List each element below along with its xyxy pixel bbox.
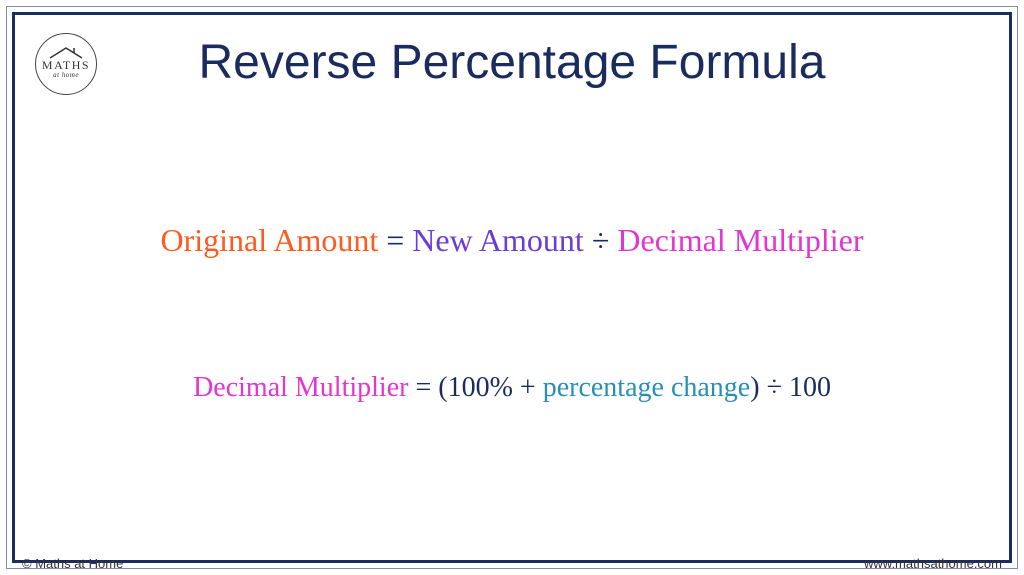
term-100: 100 <box>789 372 831 403</box>
footer-copyright: © Maths at Home <box>22 556 123 571</box>
term-100pct: 100% <box>448 372 513 403</box>
term-original-amount: Original Amount <box>160 222 378 258</box>
logo-subtext: at home <box>53 71 79 79</box>
page-title: Reverse Percentage Formula <box>15 15 1009 90</box>
open-paren: ( <box>438 372 447 403</box>
logo-badge: MATHS at home <box>35 33 97 95</box>
divide-sign: ÷ <box>584 222 618 258</box>
equals-sign-2: = <box>408 372 438 403</box>
term-new-amount: New Amount <box>412 222 584 258</box>
close-paren: ) <box>750 372 759 403</box>
term-percentage-change: percentage change <box>543 372 751 403</box>
footer-url: www.mathsathome.com <box>864 556 1002 571</box>
term-decimal-multiplier: Decimal Multiplier <box>617 222 863 258</box>
formula-decimal-multiplier: Decimal Multiplier = (100% + percentage … <box>193 372 831 404</box>
equals-sign: = <box>378 222 412 258</box>
divide-sign-2: ÷ <box>760 372 789 403</box>
formula-original-amount: Original Amount = New Amount ÷ Decimal M… <box>160 222 863 259</box>
term-decimal-multiplier-lhs: Decimal Multiplier <box>193 372 408 403</box>
plus-sign: + <box>513 372 543 403</box>
inner-frame: MATHS at home Reverse Percentage Formula… <box>12 12 1012 563</box>
content-area: Original Amount = New Amount ÷ Decimal M… <box>45 135 979 520</box>
